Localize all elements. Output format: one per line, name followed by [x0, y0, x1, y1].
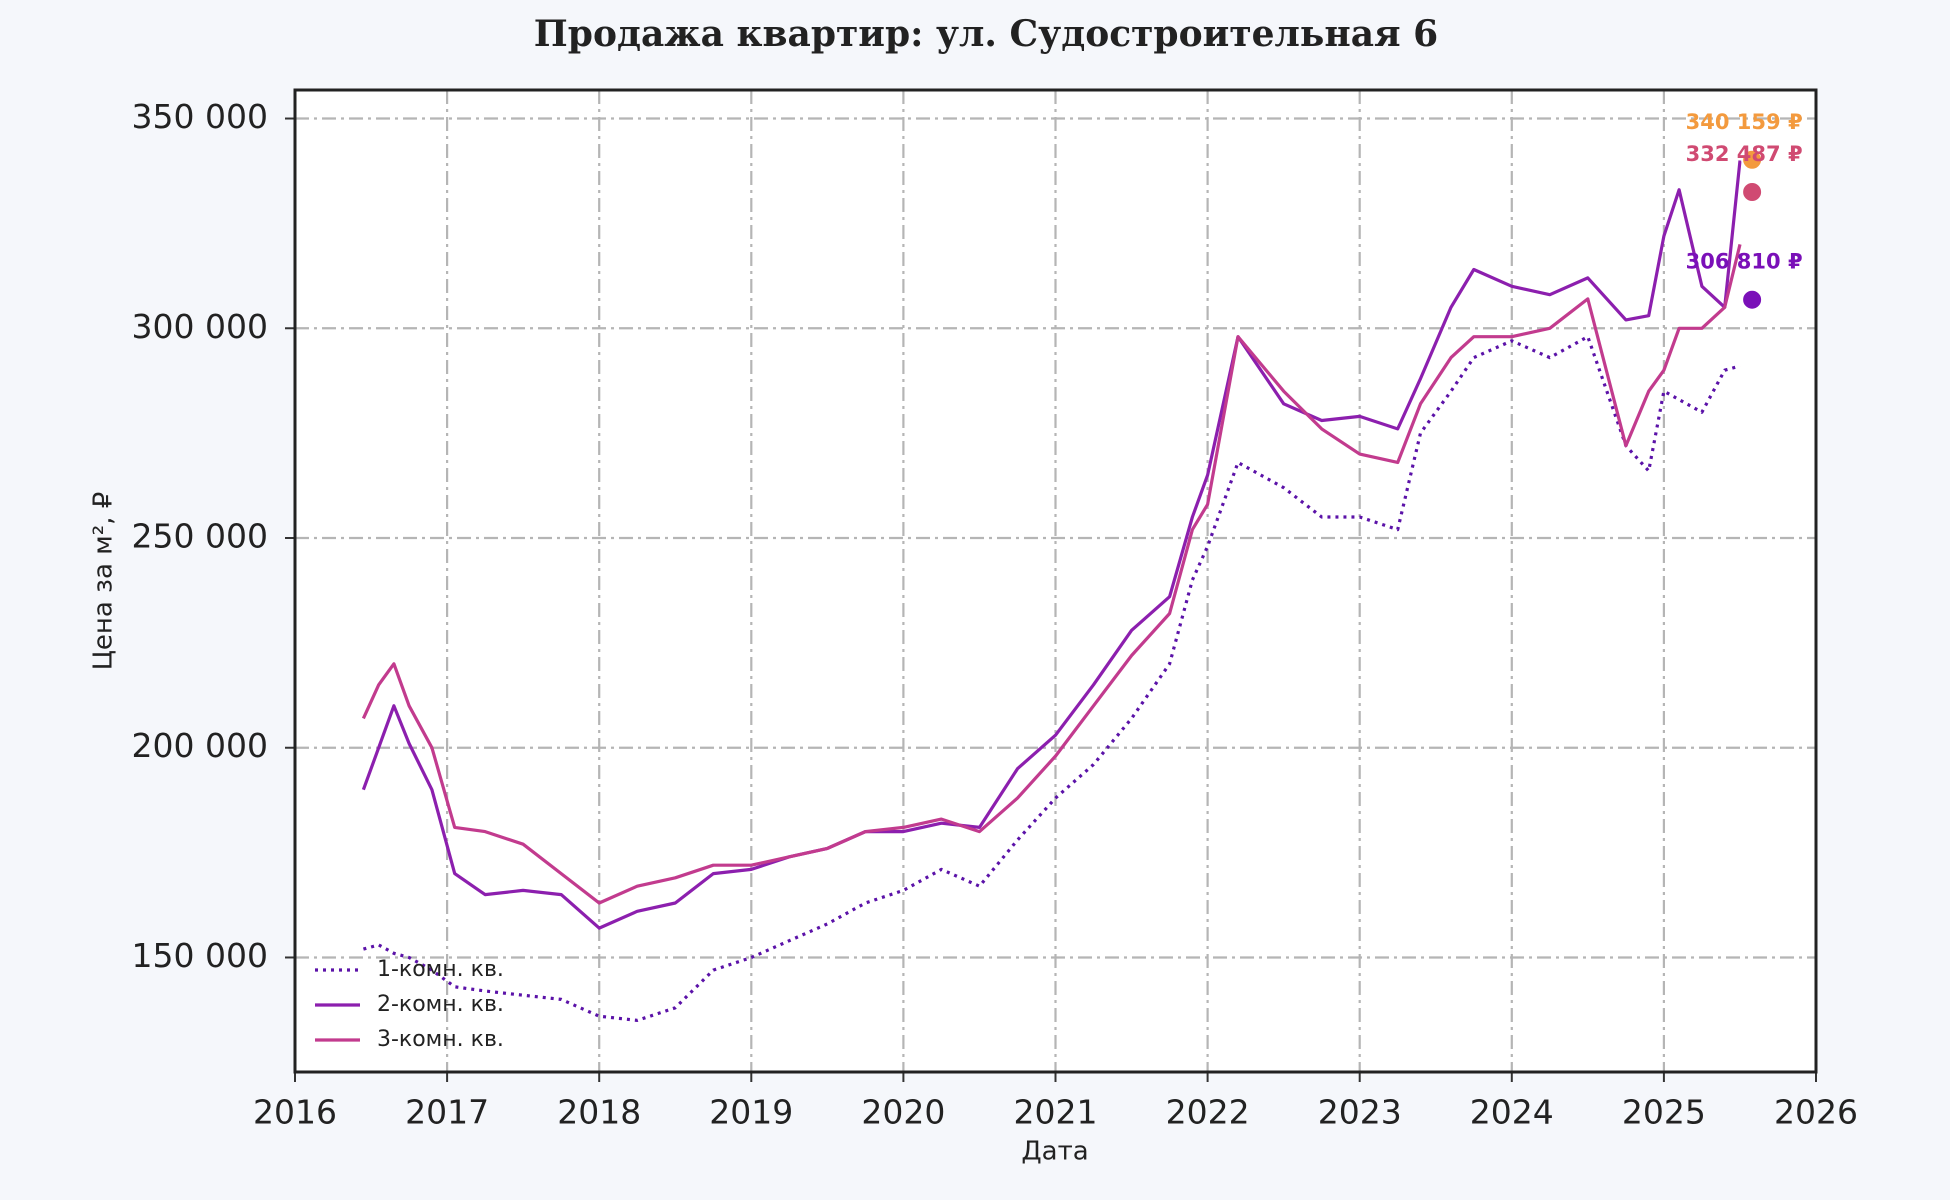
y-axis-label: Цена за м², ₽	[89, 492, 119, 671]
plot-frame	[293, 88, 1818, 1074]
end-marker	[1741, 148, 1764, 171]
x-tick-label: 2025	[1622, 1093, 1706, 1132]
legend-label: 3-комн. кв.	[377, 1027, 504, 1052]
x-tick-label: 2020	[861, 1093, 945, 1132]
chart-title: Продажа квартир: ул. Судостроительная 6	[534, 13, 1438, 55]
series-line	[362, 335, 1741, 1022]
x-tick-label: 2018	[557, 1093, 641, 1132]
y-tick-label: 250 000	[132, 517, 268, 556]
y-tick-label: 200 000	[132, 726, 268, 765]
series-line	[361, 160, 1742, 930]
legend-label: 1-комн. кв.	[377, 957, 504, 982]
end-marker	[1741, 288, 1764, 311]
annotation-label: 340 159 ₽	[1686, 110, 1803, 134]
legend-label: 2-комн. кв.	[377, 992, 504, 1017]
end-marker	[1741, 180, 1764, 203]
x-tick-label: 2026	[1774, 1093, 1858, 1132]
x-tick-label: 2022	[1166, 1093, 1250, 1132]
y-tick-label: 300 000	[132, 307, 268, 346]
x-tick-label: 2021	[1014, 1093, 1098, 1132]
x-tick-label: 2019	[709, 1093, 793, 1132]
y-tick-label: 150 000	[132, 936, 268, 975]
annotation-label: 306 810 ₽	[1686, 250, 1803, 274]
x-tick-label: 2017	[405, 1093, 489, 1132]
series-line	[361, 244, 1742, 905]
x-tick-label: 2024	[1470, 1093, 1554, 1132]
x-tick-label: 2016	[253, 1093, 337, 1132]
y-tick-label: 350 000	[132, 97, 268, 136]
x-axis-label: Дата	[1021, 1137, 1088, 1167]
x-tick-label: 2023	[1318, 1093, 1402, 1132]
annotation-label: 332 487 ₽	[1686, 142, 1803, 166]
